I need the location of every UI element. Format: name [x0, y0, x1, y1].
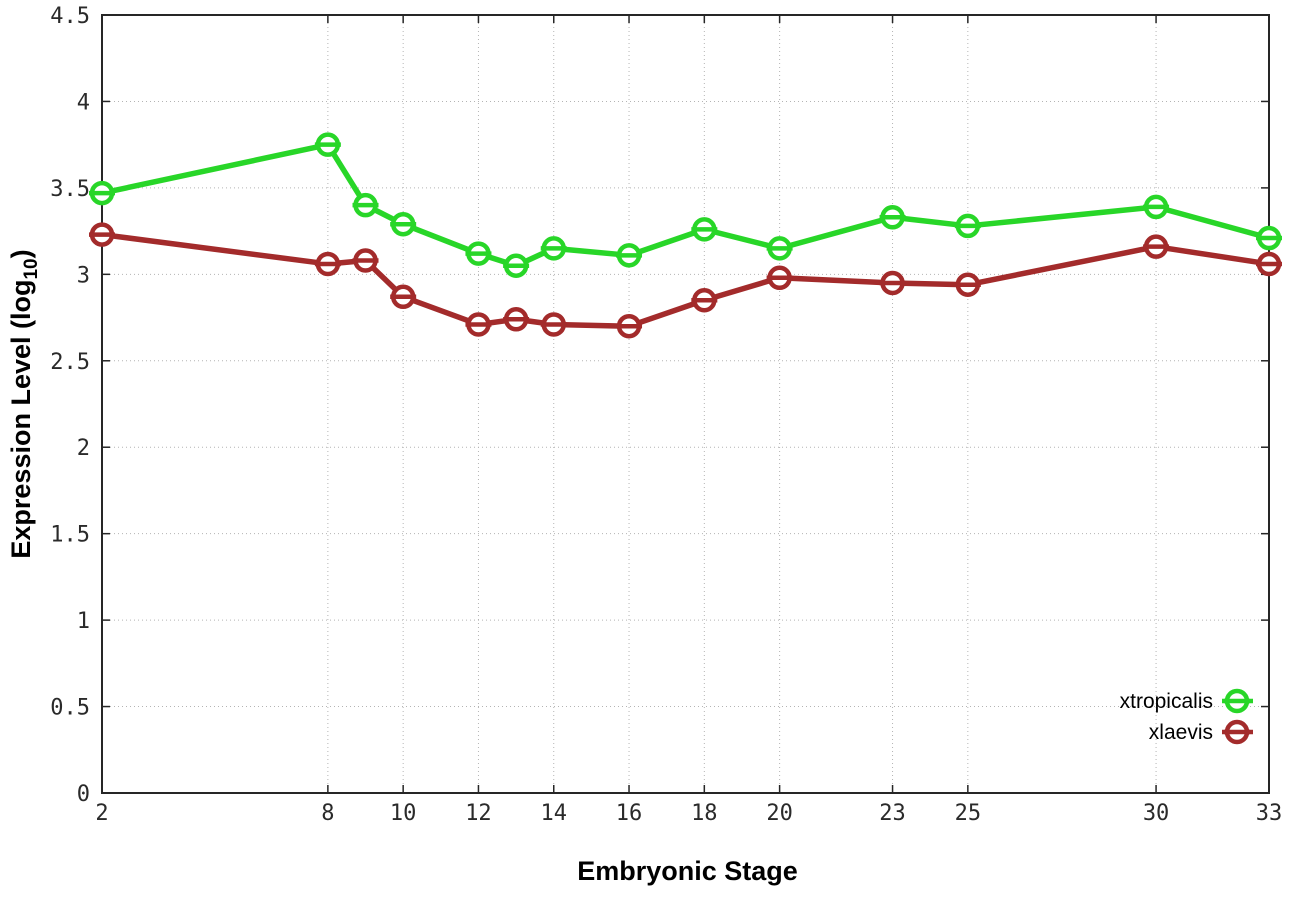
y-tick-label: 4 [77, 90, 90, 115]
x-tick-label: 12 [465, 801, 492, 826]
y-tick-label: 3 [77, 263, 90, 288]
x-tick-label: 10 [390, 801, 417, 826]
x-tick-label: 23 [879, 801, 906, 826]
legend-entry-xlaevis: xlaevis [1149, 719, 1253, 745]
series-line-xlaevis [99, 231, 1272, 329]
x-tick-label: 20 [766, 801, 793, 826]
legend-label-xlaevis: xlaevis [1149, 721, 1213, 744]
legend-entry-xtropicalis: xtropicalis [1120, 688, 1253, 714]
x-tick-label: 30 [1143, 801, 1170, 826]
x-tick-label: 25 [955, 801, 982, 826]
x-tick-label: 16 [616, 801, 643, 826]
y-tick-label: 2.5 [50, 350, 90, 375]
y-tick-label: 1.5 [50, 523, 90, 548]
y-tick-label: 0.5 [50, 696, 90, 721]
x-tick-label: 2 [95, 801, 108, 826]
x-tick-label: 18 [691, 801, 718, 826]
x-tick-label: 33 [1256, 801, 1283, 826]
y-tick-label: 2 [77, 436, 90, 461]
series-line-xtropicalis [99, 141, 1272, 269]
x-tick-label: 14 [540, 801, 567, 826]
plot-border [101, 14, 1270, 794]
y-tick-label: 0 [77, 782, 90, 807]
y-tick-label: 4.5 [50, 4, 90, 29]
legend-label-xtropicalis: xtropicalis [1120, 690, 1213, 713]
x-axis-title: Embryonic Stage [577, 856, 798, 886]
y-tick-label: 1 [77, 609, 90, 634]
y-axis-title: Expression Level (log10) [6, 249, 42, 558]
y-tick-label: 3.5 [50, 177, 90, 202]
x-tick-label: 8 [321, 801, 334, 826]
